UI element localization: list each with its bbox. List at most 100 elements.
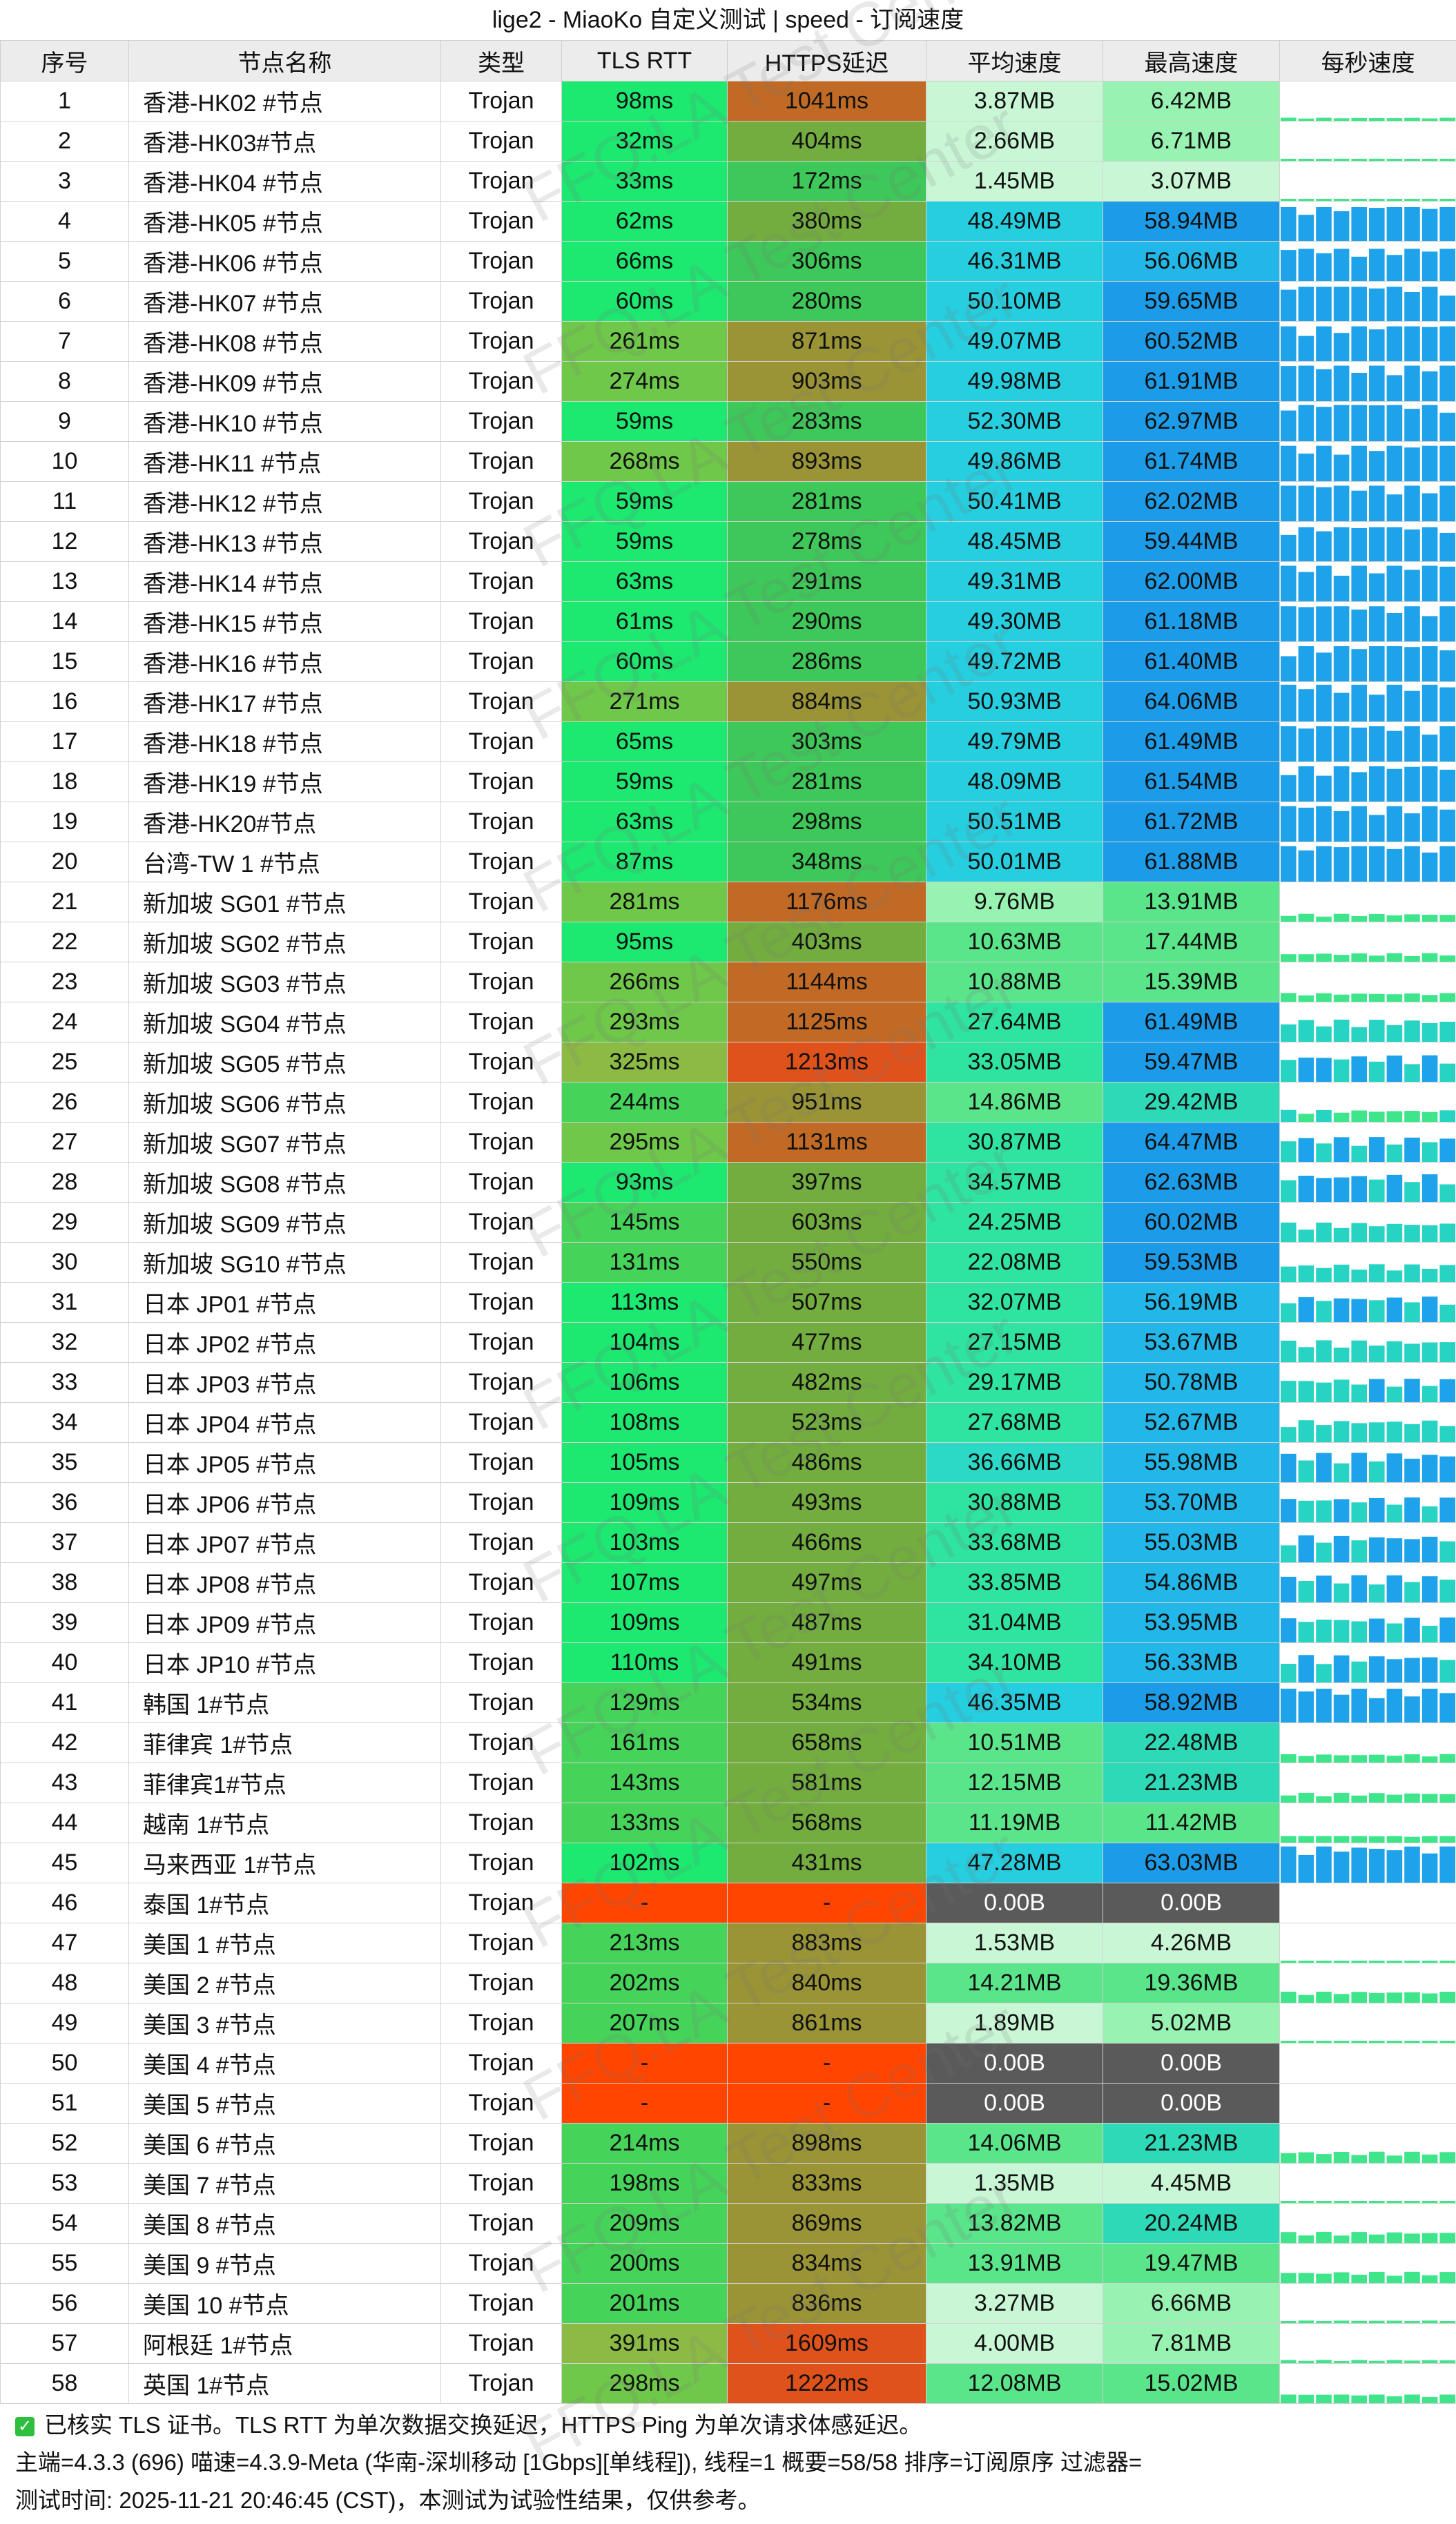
- table-row[interactable]: 35 日本 JP05 #节点 Trojan 105ms 486ms 36.66MB 55.9…: [0, 1442, 1456, 1483]
- table-row[interactable]: 7 香港-HK08 #节点 Trojan 261ms 871ms 49.07MB 60.52…: [0, 321, 1456, 362]
- speed-sample-bar: [1369, 645, 1385, 681]
- table-row[interactable]: 14 香港-HK15 #节点 Trojan 61ms 290ms 49.30MB 61.18…: [0, 601, 1456, 642]
- table-row[interactable]: 43 菲律宾1#节点 Trojan 143ms 581ms 12.15MB 21.23MB: [0, 1763, 1456, 1803]
- speed-sample-bar: [1351, 405, 1367, 441]
- table-row[interactable]: 30 新加坡 SG10 #节点 Trojan 131ms 550ms 22.08MB 59.…: [0, 1242, 1456, 1283]
- https-latency: 404ms: [727, 121, 926, 162]
- node-type: Trojan: [440, 401, 562, 442]
- table-row[interactable]: 50 美国 4 #节点 Trojan - -0.00B 0.00B: [0, 2043, 1456, 2084]
- speed-sample-bar: [1298, 1175, 1314, 1202]
- col-header-node-name[interactable]: 节点名称: [128, 40, 441, 81]
- speed-sample-bar: [1404, 1458, 1420, 1482]
- table-row[interactable]: 36 日本 JP06 #节点 Trojan 109ms 493ms 30.88MB 53.7…: [0, 1482, 1456, 1523]
- col-header-per-second-speed[interactable]: 每秒速度: [1279, 40, 1456, 81]
- max-speed: 62.00MB: [1103, 561, 1280, 602]
- table-row[interactable]: 12 香港-HK13 #节点 Trojan 59ms 278ms 48.45MB 59.44…: [0, 521, 1456, 562]
- table-row[interactable]: 53 美国 7 #节点 Trojan 198ms 833ms 1.35MB 4.45MB: [0, 2163, 1456, 2204]
- table-row[interactable]: 28 新加坡 SG08 #节点 Trojan 93ms 397ms 34.57MB 62.6…: [0, 1162, 1456, 1203]
- col-header-max-speed[interactable]: 最高速度: [1103, 40, 1280, 81]
- table-row[interactable]: 26 新加坡 SG06 #节点 Trojan 244ms 951ms 14.86MB 29.…: [0, 1082, 1456, 1123]
- row-index: 30: [0, 1242, 129, 1283]
- table-row[interactable]: 3 香港-HK04 #节点 Trojan 33ms 172ms 1.45MB 3.07MB: [0, 161, 1456, 202]
- speed-sample-bar: [1281, 198, 1297, 201]
- col-header-https-latency[interactable]: HTTPS延迟: [727, 40, 926, 81]
- avg-speed: 30.87MB: [926, 1122, 1103, 1163]
- table-row[interactable]: 21 新加坡 SG01 #节点 Trojan 281ms 1176ms 9.76MB 13.…: [0, 882, 1456, 922]
- table-row[interactable]: 32 日本 JP02 #节点 Trojan 104ms 477ms 27.15MB 53.6…: [0, 1322, 1456, 1363]
- table-row[interactable]: 56 美国 10 #节点 Trojan 201ms 836ms 3.27MB 6.66MB: [0, 2283, 1456, 2324]
- table-row[interactable]: 2 香港-HK03#节点 Trojan 32ms 404ms 2.66MB 6.71MB: [0, 121, 1456, 162]
- speed-sample-bar: [1439, 365, 1455, 401]
- table-row[interactable]: 25 新加坡 SG05 #节点 Trojan 325ms 1213ms 33.05MB 59…: [0, 1042, 1456, 1083]
- speed-sample-bar: [1281, 485, 1297, 521]
- table-row[interactable]: 22 新加坡 SG02 #节点 Trojan 95ms 403ms 10.63MB 17.4…: [0, 922, 1456, 962]
- table-row[interactable]: 41 韩国 1#节点 Trojan 129ms 534ms 46.35MB 58.92MB: [0, 1682, 1456, 1723]
- table-row[interactable]: 49 美国 3 #节点 Trojan 207ms 861ms 1.89MB 5.02MB: [0, 2003, 1456, 2044]
- table-row[interactable]: 13 香港-HK14 #节点 Trojan 63ms 291ms 49.31MB 62.00…: [0, 561, 1456, 602]
- table-row[interactable]: 37 日本 JP07 #节点 Trojan 103ms 466ms 33.68MB 55.0…: [0, 1522, 1456, 1563]
- table-row[interactable]: 11 香港-HK12 #节点 Trojan 59ms 281ms 50.41MB 62.02…: [0, 481, 1456, 522]
- table-row[interactable]: 38 日本 JP08 #节点 Trojan 107ms 497ms 33.85MB 54.8…: [0, 1562, 1456, 1603]
- col-header-type[interactable]: 类型: [440, 40, 562, 81]
- speed-sample-bar: [1316, 117, 1332, 121]
- table-row[interactable]: 42 菲律宾 1#节点 Trojan 161ms 658ms 10.51MB 22.48MB: [0, 1722, 1456, 1763]
- table-row[interactable]: 44 越南 1#节点 Trojan 133ms 568ms 11.19MB 11.42MB: [0, 1803, 1456, 1843]
- table-row[interactable]: 9 香港-HK10 #节点 Trojan 59ms 283ms 52.30MB 62.97M…: [0, 401, 1456, 442]
- speed-sample-bar: [1281, 1576, 1297, 1602]
- table-row[interactable]: 24 新加坡 SG04 #节点 Trojan 293ms 1125ms 27.64MB 61…: [0, 1002, 1456, 1042]
- speed-sample-bar: [1333, 645, 1350, 681]
- table-row[interactable]: 39 日本 JP09 #节点 Trojan 109ms 487ms 31.04MB 53.9…: [0, 1602, 1456, 1643]
- table-row[interactable]: 33 日本 JP03 #节点 Trojan 106ms 482ms 29.17MB 50.7…: [0, 1362, 1456, 1403]
- speed-sample-bar: [1421, 1836, 1438, 1843]
- table-row[interactable]: 48 美国 2 #节点 Trojan 202ms 840ms 14.21MB 19.36MB: [0, 1963, 1456, 2003]
- table-row[interactable]: 46 泰国 1#节点 Trojan - -0.00B 0.00B: [0, 1883, 1456, 1923]
- table-row[interactable]: 17 香港-HK18 #节点 Trojan 65ms 303ms 49.79MB 61.49…: [0, 721, 1456, 762]
- table-row[interactable]: 8 香港-HK09 #节点 Trojan 274ms 903ms 49.98MB 61.91…: [0, 361, 1456, 402]
- speed-sample-bar: [1386, 1055, 1403, 1082]
- table-row[interactable]: 47 美国 1 #节点 Trojan 213ms 883ms 1.53MB 4.26MB: [0, 1923, 1456, 1963]
- table-row[interactable]: 29 新加坡 SG09 #节点 Trojan 145ms 603ms 24.25MB 60.…: [0, 1202, 1456, 1243]
- table-row[interactable]: 51 美国 5 #节点 Trojan - -0.00B 0.00B: [0, 2083, 1456, 2124]
- table-row[interactable]: 6 香港-HK07 #节点 Trojan 60ms 280ms 50.10MB 59.65M…: [0, 281, 1456, 322]
- table-row[interactable]: 40 日本 JP10 #节点 Trojan 110ms 491ms 34.10MB 56.3…: [0, 1642, 1456, 1683]
- speed-sample-bar: [1439, 650, 1455, 681]
- node-name: 香港-HK08 #节点: [128, 321, 441, 362]
- table-row[interactable]: 34 日本 JP04 #节点 Trojan 108ms 523ms 27.68MB 52.6…: [0, 1402, 1456, 1443]
- table-row[interactable]: 20 台湾-TW 1 #节点 Trojan 87ms 348ms 50.01MB 61.88…: [0, 842, 1456, 882]
- speed-sample-bar: [1316, 1026, 1332, 1042]
- speed-sample-bar: [1404, 447, 1420, 481]
- table-row[interactable]: 23 新加坡 SG03 #节点 Trojan 266ms 1144ms 10.88MB 15…: [0, 962, 1456, 1002]
- per-second-speed-chart: [1279, 1002, 1456, 1042]
- table-row[interactable]: 10 香港-HK11 #节点 Trojan 268ms 893ms 49.86MB 61.7…: [0, 441, 1456, 482]
- row-index: 18: [0, 761, 129, 802]
- avg-speed: 46.35MB: [926, 1682, 1103, 1723]
- per-second-speed-chart: [1279, 962, 1456, 1002]
- table-row[interactable]: 27 新加坡 SG07 #节点 Trojan 295ms 1131ms 30.87MB 64…: [0, 1122, 1456, 1163]
- table-row[interactable]: 31 日本 JP01 #节点 Trojan 113ms 507ms 32.07MB 56.1…: [0, 1282, 1456, 1323]
- speed-sample-bar: [1316, 565, 1332, 601]
- avg-speed: 14.06MB: [926, 2123, 1103, 2164]
- table-row[interactable]: 15 香港-HK16 #节点 Trojan 60ms 286ms 49.72MB 61.40…: [0, 641, 1456, 682]
- table-row[interactable]: 5 香港-HK06 #节点 Trojan 66ms 306ms 46.31MB 56.06M…: [0, 241, 1456, 282]
- row-index: 57: [0, 2323, 129, 2364]
- table-row[interactable]: 16 香港-HK17 #节点 Trojan 271ms 884ms 50.93MB 64.0…: [0, 681, 1456, 722]
- speed-sample-bar: [1421, 615, 1438, 641]
- col-header-index[interactable]: 序号: [0, 40, 129, 81]
- table-row[interactable]: 52 美国 6 #节点 Trojan 214ms 898ms 14.06MB 21.23MB: [0, 2123, 1456, 2164]
- table-row[interactable]: 1 香港-HK02 #节点 Trojan 98ms 1041ms 3.87MB 6.42MB: [0, 81, 1456, 122]
- speed-sample-bar: [1298, 1380, 1314, 1402]
- col-header-avg-speed[interactable]: 平均速度: [926, 40, 1103, 81]
- table-row[interactable]: 18 香港-HK19 #节点 Trojan 59ms 281ms 48.09MB 61.54…: [0, 761, 1456, 802]
- table-row[interactable]: 4 香港-HK05 #节点 Trojan 62ms 380ms 48.49MB 58.94M…: [0, 201, 1456, 242]
- speed-sample-bar: [1351, 1422, 1367, 1442]
- col-header-tls-rtt[interactable]: TLS RTT: [561, 40, 728, 81]
- table-row[interactable]: 54 美国 8 #节点 Trojan 209ms 869ms 13.82MB 20.24MB: [0, 2203, 1456, 2244]
- table-row[interactable]: 58 英国 1#节点 Trojan 298ms 1222ms 12.08MB 15.02MB: [0, 2363, 1456, 2404]
- speed-sample-bar: [1386, 1144, 1403, 1162]
- table-row[interactable]: 19 香港-HK20#节点 Trojan 63ms 298ms 50.51MB 61.72M…: [0, 802, 1456, 842]
- speed-sample-bar: [1316, 1688, 1332, 1722]
- table-row[interactable]: 57 阿根廷 1#节点 Trojan 391ms 1609ms 4.00MB 7.81MB: [0, 2323, 1456, 2364]
- row-index: 40: [0, 1642, 129, 1683]
- table-row[interactable]: 55 美国 9 #节点 Trojan 200ms 834ms 13.91MB 19.47MB: [0, 2243, 1456, 2284]
- table-row[interactable]: 45 马来西亚 1#节点 Trojan 102ms 431ms 47.28MB 63.03M…: [0, 1843, 1456, 1883]
